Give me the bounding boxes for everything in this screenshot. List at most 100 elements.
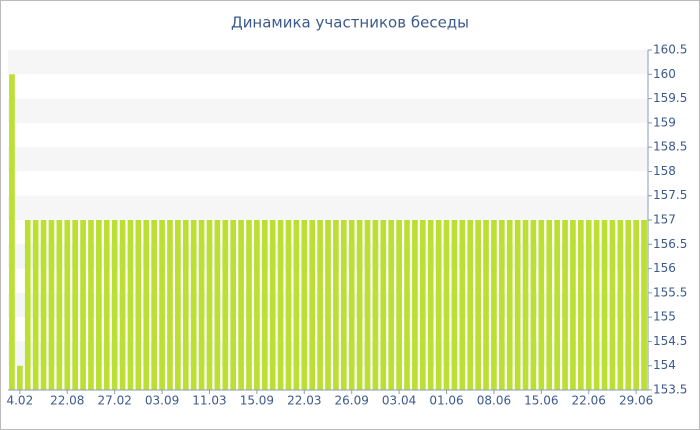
x-tick-label: 22.06: [572, 394, 606, 408]
bar: [325, 220, 331, 390]
bar: [451, 220, 458, 390]
y-tick-label: 159: [653, 115, 676, 129]
bar: [167, 220, 173, 390]
bar: [238, 220, 244, 390]
bar: [254, 220, 260, 390]
y-tick-label: 154.5: [653, 334, 687, 348]
bar: [538, 220, 545, 390]
y-tick-label: 156.5: [653, 237, 687, 251]
bar: [340, 220, 347, 390]
bar: [32, 220, 39, 390]
bar: [475, 220, 481, 390]
bar: [309, 220, 316, 390]
bar: [261, 220, 268, 390]
x-tick-label: 22.08: [50, 394, 84, 408]
y-tick-label: 160: [653, 67, 676, 81]
bar: [506, 220, 513, 390]
bar: [135, 220, 142, 390]
y-tick-label: 154: [653, 358, 676, 372]
bar: [40, 220, 47, 390]
grid-band: [8, 50, 648, 75]
x-tick-label: 15.09: [240, 394, 274, 408]
bar: [143, 220, 150, 390]
bar: [530, 220, 537, 390]
y-tick-label: 155: [653, 310, 676, 324]
bar: [333, 220, 339, 390]
grid-band: [8, 98, 648, 123]
bar: [609, 220, 616, 390]
y-tick-label: 159.5: [653, 91, 687, 105]
bar: [285, 220, 292, 390]
bar: [577, 220, 584, 390]
y-tick-label: 160.5: [653, 43, 687, 57]
bar: [427, 220, 434, 390]
bar: [175, 220, 181, 390]
bar: [467, 220, 474, 390]
y-tick-label: 158.5: [653, 140, 687, 154]
bar: [617, 220, 624, 390]
bar: [80, 220, 86, 390]
bar: [159, 220, 165, 390]
bar: [601, 220, 608, 390]
bar: [72, 220, 79, 390]
bar: [24, 220, 31, 390]
bar: [222, 220, 229, 390]
y-tick-label: 157.5: [653, 188, 687, 202]
bar: [56, 220, 63, 390]
bar: [491, 220, 497, 390]
bar: [554, 220, 560, 390]
x-tick-label: 26.09: [335, 394, 369, 408]
bar: [396, 220, 402, 390]
bar: [625, 220, 632, 390]
bar: [277, 220, 284, 390]
bar: [593, 220, 600, 390]
bar: [372, 220, 379, 390]
y-tick-label: 153.5: [653, 383, 687, 397]
bar: [570, 220, 576, 390]
bar: [546, 220, 553, 390]
bar: [190, 220, 197, 390]
bar: [96, 220, 102, 390]
bar: [198, 220, 205, 390]
bar: [412, 220, 418, 390]
bar: [435, 220, 442, 390]
bar: [88, 220, 94, 390]
x-tick-label: 01.06: [429, 394, 463, 408]
bar: [127, 220, 134, 390]
x-tick-label: 22.03: [287, 394, 321, 408]
x-tick-label: 15.06: [524, 394, 558, 408]
x-tick-label: 08.06: [477, 394, 511, 408]
bar: [356, 220, 363, 390]
bar: [364, 220, 371, 390]
bar: [9, 74, 15, 391]
x-tick-label: 29.06: [619, 394, 653, 408]
x-tick-label: 27.02: [97, 394, 131, 408]
bar: [301, 220, 308, 390]
bar: [348, 220, 355, 390]
bar: [151, 220, 158, 390]
bar: [641, 220, 647, 390]
bar: [317, 220, 323, 390]
bar: [585, 220, 592, 390]
bar: [230, 220, 237, 390]
y-tick-label: 155.5: [653, 285, 687, 299]
bar: [562, 220, 568, 390]
bar: [388, 220, 395, 390]
x-tick-label: 11.03: [192, 394, 226, 408]
bar: [48, 220, 55, 390]
bar: [443, 220, 450, 390]
grid-band: [8, 147, 648, 172]
bar: [103, 220, 110, 390]
chart-title: Динамика участников беседы: [231, 14, 469, 32]
bar: [404, 220, 410, 390]
bar: [269, 220, 276, 390]
y-tick-label: 158: [653, 164, 676, 178]
bar: [483, 220, 489, 390]
x-tick-label: 4.02: [6, 394, 33, 408]
bar: [214, 220, 221, 390]
y-tick-label: 157: [653, 213, 676, 227]
bar: [182, 220, 189, 390]
x-tick-label: 03.04: [382, 394, 416, 408]
bar: [119, 220, 126, 390]
